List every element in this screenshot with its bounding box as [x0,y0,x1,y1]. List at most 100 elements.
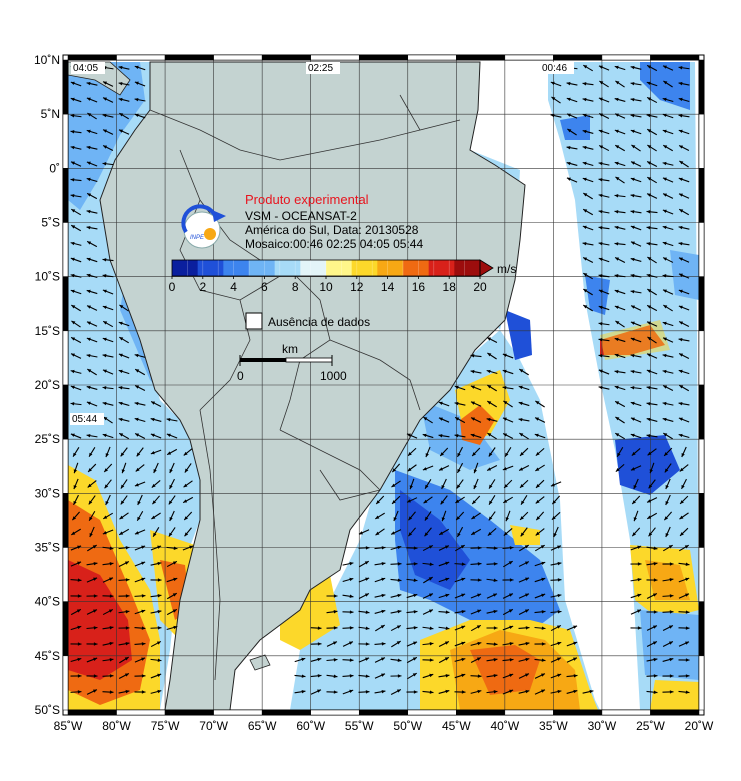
lon-label: 20˚W [685,719,714,733]
lat-label: 0˚ [49,161,60,175]
wind-arrow [406,593,418,599]
wind-arrow [519,432,529,440]
wind-arrow [407,464,417,472]
wind-arrow [326,610,338,614]
wind-arrow [86,192,98,200]
wind-arrow [502,465,514,471]
wind-arrow [678,353,690,359]
wind-arrow [662,97,674,103]
wind-arrow [566,81,578,86]
wind-arrow [102,258,114,262]
frame-seg [504,54,554,61]
wind-arrow [535,447,545,457]
wind-arrow [102,626,114,630]
wind-arrow [70,289,82,295]
wind-arrow [422,593,434,599]
wind-arrow [646,625,658,631]
wind-arrow [662,257,674,263]
swath-0225-dark-core [400,490,470,590]
wind-arrow [118,432,130,440]
wind-vectors [70,64,690,696]
wind-arrow [630,97,642,102]
wind-arrow [406,610,418,614]
info-title: Produto experimental [245,192,369,207]
wind-arrow [390,688,402,696]
wind-arrow [422,673,434,679]
wind-arrow [423,496,433,504]
wind-arrow [614,242,626,246]
frame-seg [62,493,69,548]
wind-arrow [73,478,79,490]
wind-arrow [534,417,546,423]
wind-arrow [631,144,641,152]
lon-label: 50˚W [393,719,422,733]
wind-arrow [120,495,128,505]
frame-seg [698,601,705,657]
wind-arrow [86,609,98,615]
wind-arrow [648,527,656,537]
wind-arrow [70,178,82,182]
wind-arrow [438,401,450,407]
wind-arrow [553,526,559,538]
wind-arrow [390,609,402,614]
wind-arrow [582,225,594,231]
wind-arrow [374,577,386,583]
wind-arrow [678,320,690,328]
frame-seg [650,54,700,61]
wind-arrow [119,112,129,120]
wind-arrow [550,561,562,566]
wind-arrow [647,448,657,456]
wind-arrow [118,97,130,102]
wind-arrow [134,368,146,376]
wind-arrow [678,177,690,183]
wind-arrow [342,674,354,678]
wind-arrow [662,674,674,678]
wind-arrow [646,512,658,520]
wind-arrow [118,528,130,536]
wind-arrow [358,577,370,583]
wind-arrow [471,447,481,457]
wind-arrow [134,626,146,630]
pass-time-0405: 04:05 [73,63,98,74]
frame-seg [62,601,69,657]
wind-arrow [152,527,160,537]
wind-arrow [86,626,98,630]
wind-arrow [646,193,658,199]
wind-arrow [486,658,498,662]
wind-arrow [630,353,642,358]
wind-arrow [136,447,144,457]
wind-arrow [134,545,146,551]
lon-label: 25˚W [636,719,665,733]
wind-arrow [550,689,562,694]
wind-arrow [614,97,626,102]
wind-arrow [487,400,497,408]
wind-arrow [150,658,162,662]
wind-arrow [71,320,81,328]
wind-arrow [70,561,82,567]
wind-arrow [646,657,658,662]
wind-arrow [104,479,112,489]
wind-arrow [630,386,642,390]
wind-arrow [582,241,594,246]
wind-arrow [70,97,82,103]
wind-arrow [70,161,82,167]
frame-seg [358,54,409,61]
wind-arrow [678,129,690,135]
wind-arrow [678,384,690,392]
wind-arrow [551,96,561,104]
wind-arrow [646,497,658,503]
wind-arrow [663,80,673,88]
wind-arrow [70,224,82,232]
wind-arrow [102,433,114,439]
wind-arrow [118,129,130,135]
wind-arrow [390,658,402,662]
colorbar-cell [223,260,250,276]
lat-label: 30˚S [35,486,60,500]
wind-arrow [151,512,161,520]
wind-arrow [102,608,114,616]
wind-arrow [518,561,530,567]
wind-arrow [630,305,642,311]
wind-arrow [374,657,386,663]
wind-arrow [70,257,82,263]
wind-arrow [424,479,432,489]
